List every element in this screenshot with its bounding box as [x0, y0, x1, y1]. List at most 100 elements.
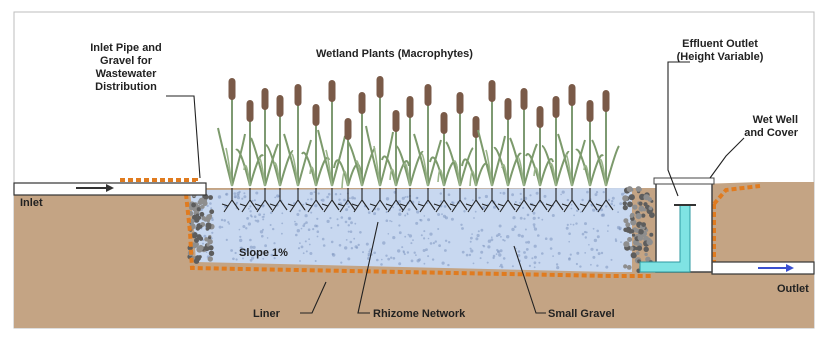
rhizome-root: [399, 188, 418, 213]
gravel-stone: [487, 239, 492, 243]
gravel-stone: [251, 256, 255, 260]
gravel-stone: [211, 231, 214, 234]
gravel-stone: [266, 237, 269, 239]
gravel-stone: [579, 265, 582, 268]
gravel-stone: [535, 191, 539, 195]
gravel-stone: [438, 244, 441, 248]
rhizome-root: [305, 188, 324, 213]
outlet-coarse-gravel: [630, 252, 637, 259]
gravel-stone: [590, 247, 594, 251]
gravel-stone: [514, 201, 517, 203]
gravel-stone: [519, 192, 522, 195]
plant-leaf: [413, 133, 429, 187]
gravel-stone: [406, 213, 409, 216]
outlet-coarse-gravel: [642, 208, 647, 212]
gravel-stone: [524, 255, 528, 259]
cattail-head: [552, 96, 560, 118]
gravel-stone: [479, 196, 481, 199]
gravel-stone: [584, 252, 587, 254]
gravel-stone: [475, 237, 479, 241]
gravel-stone: [304, 214, 308, 218]
rhizome-root: [545, 188, 564, 213]
plant-leaf: [355, 160, 363, 187]
gravel-stone: [235, 258, 238, 261]
plant-leaf: [309, 166, 317, 187]
cattail-head: [504, 98, 512, 120]
gravel-stone: [533, 244, 537, 248]
plant-leaf: [283, 133, 299, 187]
gravel-stone: [281, 232, 283, 235]
inlet-coarse-gravel: [200, 204, 205, 209]
gravel-stone: [502, 191, 506, 195]
gravel-stone: [349, 197, 351, 200]
gravel-stone: [520, 234, 524, 238]
outlet-coarse-gravel: [629, 214, 634, 218]
rhizome-root: [481, 188, 500, 213]
gravel-stone: [408, 234, 413, 238]
gravel-stone: [240, 249, 244, 253]
gravel-stone: [385, 254, 388, 257]
gravel-stone: [584, 236, 587, 239]
gravel-stone: [407, 233, 410, 236]
outlet-coarse-gravel: [643, 202, 648, 207]
gravel-stone: [470, 249, 474, 253]
gravel-stone: [202, 242, 204, 245]
gravel-stone: [444, 239, 448, 242]
gravel-stone: [486, 261, 489, 264]
gravel-stone: [398, 208, 402, 212]
gravel-stone: [262, 215, 265, 218]
gravel-stone: [398, 224, 401, 227]
gravel-stone: [420, 234, 423, 237]
gravel-stone: [249, 210, 252, 213]
gravel-stone: [444, 249, 447, 252]
plant-leaf: [315, 156, 330, 187]
outlet-coarse-gravel: [644, 252, 648, 257]
gravel-stone: [525, 241, 528, 244]
gravel-stone: [520, 198, 523, 201]
gravel-stone: [607, 198, 611, 202]
gravel-stone: [532, 211, 536, 215]
outlet-coarse-gravel: [622, 205, 628, 211]
gravel-stone: [429, 232, 433, 236]
gravel-stone: [482, 245, 486, 248]
cattail-head: [328, 80, 336, 102]
gravel-stone: [473, 217, 475, 219]
gravel-stone: [397, 200, 401, 203]
gravel-stone: [495, 253, 498, 256]
gravel-stone: [314, 204, 318, 208]
gravel-stone: [523, 251, 526, 254]
gravel-stone: [273, 242, 276, 245]
gravel-stone: [437, 228, 440, 230]
outlet-coarse-gravel: [625, 222, 631, 228]
gravel-stone: [527, 240, 531, 244]
plant-leaf: [477, 129, 493, 187]
inlet-coarse-gravel: [208, 245, 214, 251]
gravel-stone: [309, 252, 313, 255]
cattail-head: [488, 80, 496, 102]
gravel-stone: [600, 251, 604, 255]
inlet-arrow-head: [106, 184, 114, 192]
rhizome-roots: [221, 188, 614, 213]
outlet-coarse-gravel: [622, 201, 627, 206]
rhizome-root: [561, 188, 580, 213]
gravel-stone: [605, 265, 609, 269]
rhizome-root: [595, 188, 614, 213]
outlet-coarse-gravel: [630, 219, 637, 226]
cattail-head: [246, 100, 254, 122]
inlet-coarse-gravel: [207, 236, 212, 240]
rhizome-root: [433, 188, 452, 213]
gravel-stone: [498, 224, 502, 228]
gravel-stone: [347, 224, 350, 227]
outlet-coarse-gravel: [641, 213, 646, 218]
gravel-stone: [416, 196, 419, 199]
gravel-stone: [576, 209, 579, 212]
rhizome-root: [385, 188, 404, 213]
outlet-coarse-gravel: [632, 204, 638, 210]
inlet-coarse-gravel: [189, 218, 195, 224]
inlet-coarse-gravel: [196, 246, 203, 253]
gravel-stone: [336, 218, 339, 221]
gravel-stone: [539, 201, 541, 204]
gravel-stone: [376, 207, 380, 211]
gravel-stone: [211, 216, 214, 219]
gravel-stone: [465, 253, 469, 257]
